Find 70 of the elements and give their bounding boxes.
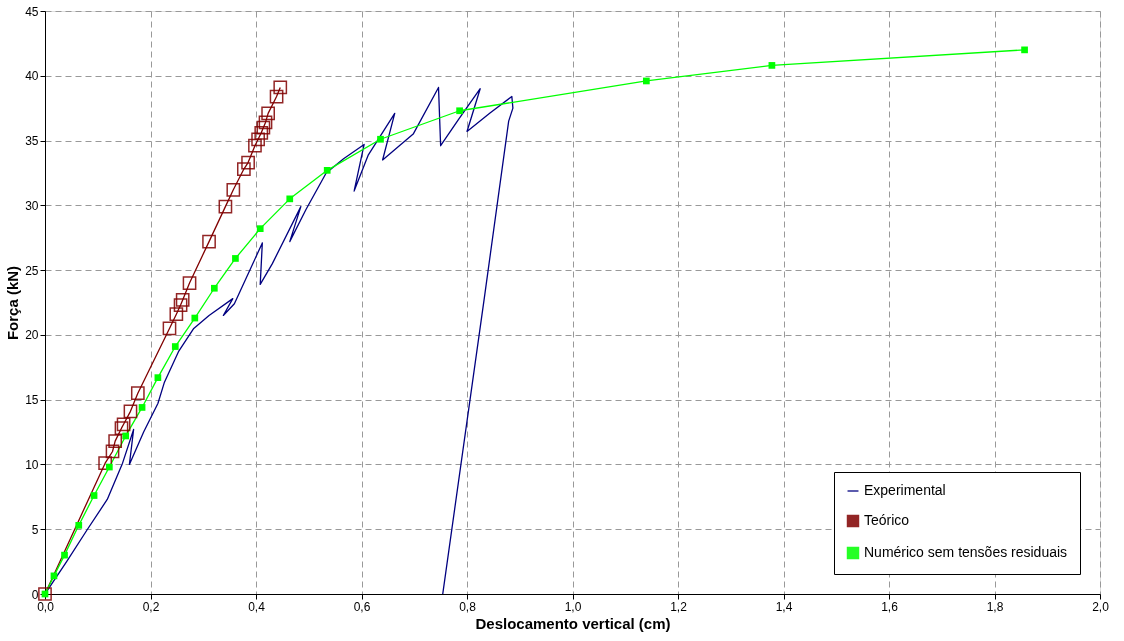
- point: [61, 551, 68, 559]
- y-axis-title: Força (kN): [4, 265, 22, 341]
- point: [116, 417, 131, 432]
- x-tick-label: 1,6: [881, 599, 899, 614]
- point: [169, 307, 184, 322]
- point: [256, 120, 271, 135]
- point: [98, 456, 113, 471]
- x-tick-label: 2,0: [1092, 599, 1110, 614]
- point: [75, 521, 83, 529]
- x-tick-label: 1,2: [670, 599, 688, 614]
- point: [251, 132, 265, 147]
- point: [456, 107, 463, 115]
- point: [258, 115, 273, 130]
- point: [256, 225, 264, 233]
- x-tick-label: 1,8: [986, 599, 1004, 614]
- y-tick-label: 15: [25, 393, 39, 408]
- point: [162, 321, 177, 336]
- x-tick-label: 0,4: [248, 599, 266, 614]
- point: [286, 195, 294, 203]
- point: [138, 404, 146, 411]
- point: [90, 492, 98, 499]
- x-tick-label: 0,2: [142, 599, 160, 614]
- legend-label: Experimental: [864, 482, 946, 498]
- point: [226, 182, 241, 197]
- point: [241, 155, 255, 170]
- legend-label: Numérico sem tensões residuais: [864, 544, 1068, 560]
- y-tick-label: 5: [31, 522, 39, 537]
- x-tick-label: 1,0: [564, 599, 582, 614]
- point: [105, 444, 120, 459]
- point: [269, 89, 284, 104]
- legend-label: Teórico: [864, 512, 910, 528]
- point: [130, 386, 145, 401]
- point: [202, 234, 216, 249]
- y-tick-label: 40: [25, 69, 39, 84]
- point: [261, 106, 276, 121]
- y-tick-label: 35: [25, 134, 39, 149]
- point: [236, 162, 251, 176]
- point: [175, 293, 190, 307]
- x-axis-title: Deslocamento vertical (cm): [475, 614, 671, 632]
- point: [210, 284, 218, 292]
- point: [106, 463, 113, 471]
- point: [218, 199, 233, 214]
- x-tick-label: 1,4: [775, 599, 793, 614]
- point: [323, 167, 331, 174]
- point: [191, 314, 199, 322]
- point: [173, 298, 188, 312]
- point: [122, 432, 130, 440]
- point: [643, 77, 650, 85]
- point: [154, 374, 162, 381]
- x-tick-label: 0,8: [459, 599, 477, 614]
- point: [171, 343, 179, 350]
- y-tick-label: 10: [25, 457, 39, 472]
- point: [768, 62, 776, 69]
- point: [1021, 46, 1028, 54]
- x-tick-label: 0,0: [37, 599, 55, 614]
- point: [254, 125, 269, 140]
- point: [248, 138, 262, 153]
- point: [232, 255, 239, 262]
- point: [182, 276, 197, 290]
- point: [114, 421, 129, 436]
- y-tick-label: 45: [25, 4, 39, 19]
- y-tick-label: 25: [25, 263, 39, 278]
- point: [123, 404, 138, 419]
- point: [273, 80, 288, 95]
- point: [108, 434, 123, 448]
- y-tick-label: 20: [25, 328, 39, 343]
- y-tick-label: 0: [31, 587, 39, 602]
- point: [377, 135, 384, 143]
- y-tick-label: 30: [25, 198, 39, 213]
- x-tick-label: 0,6: [353, 599, 371, 614]
